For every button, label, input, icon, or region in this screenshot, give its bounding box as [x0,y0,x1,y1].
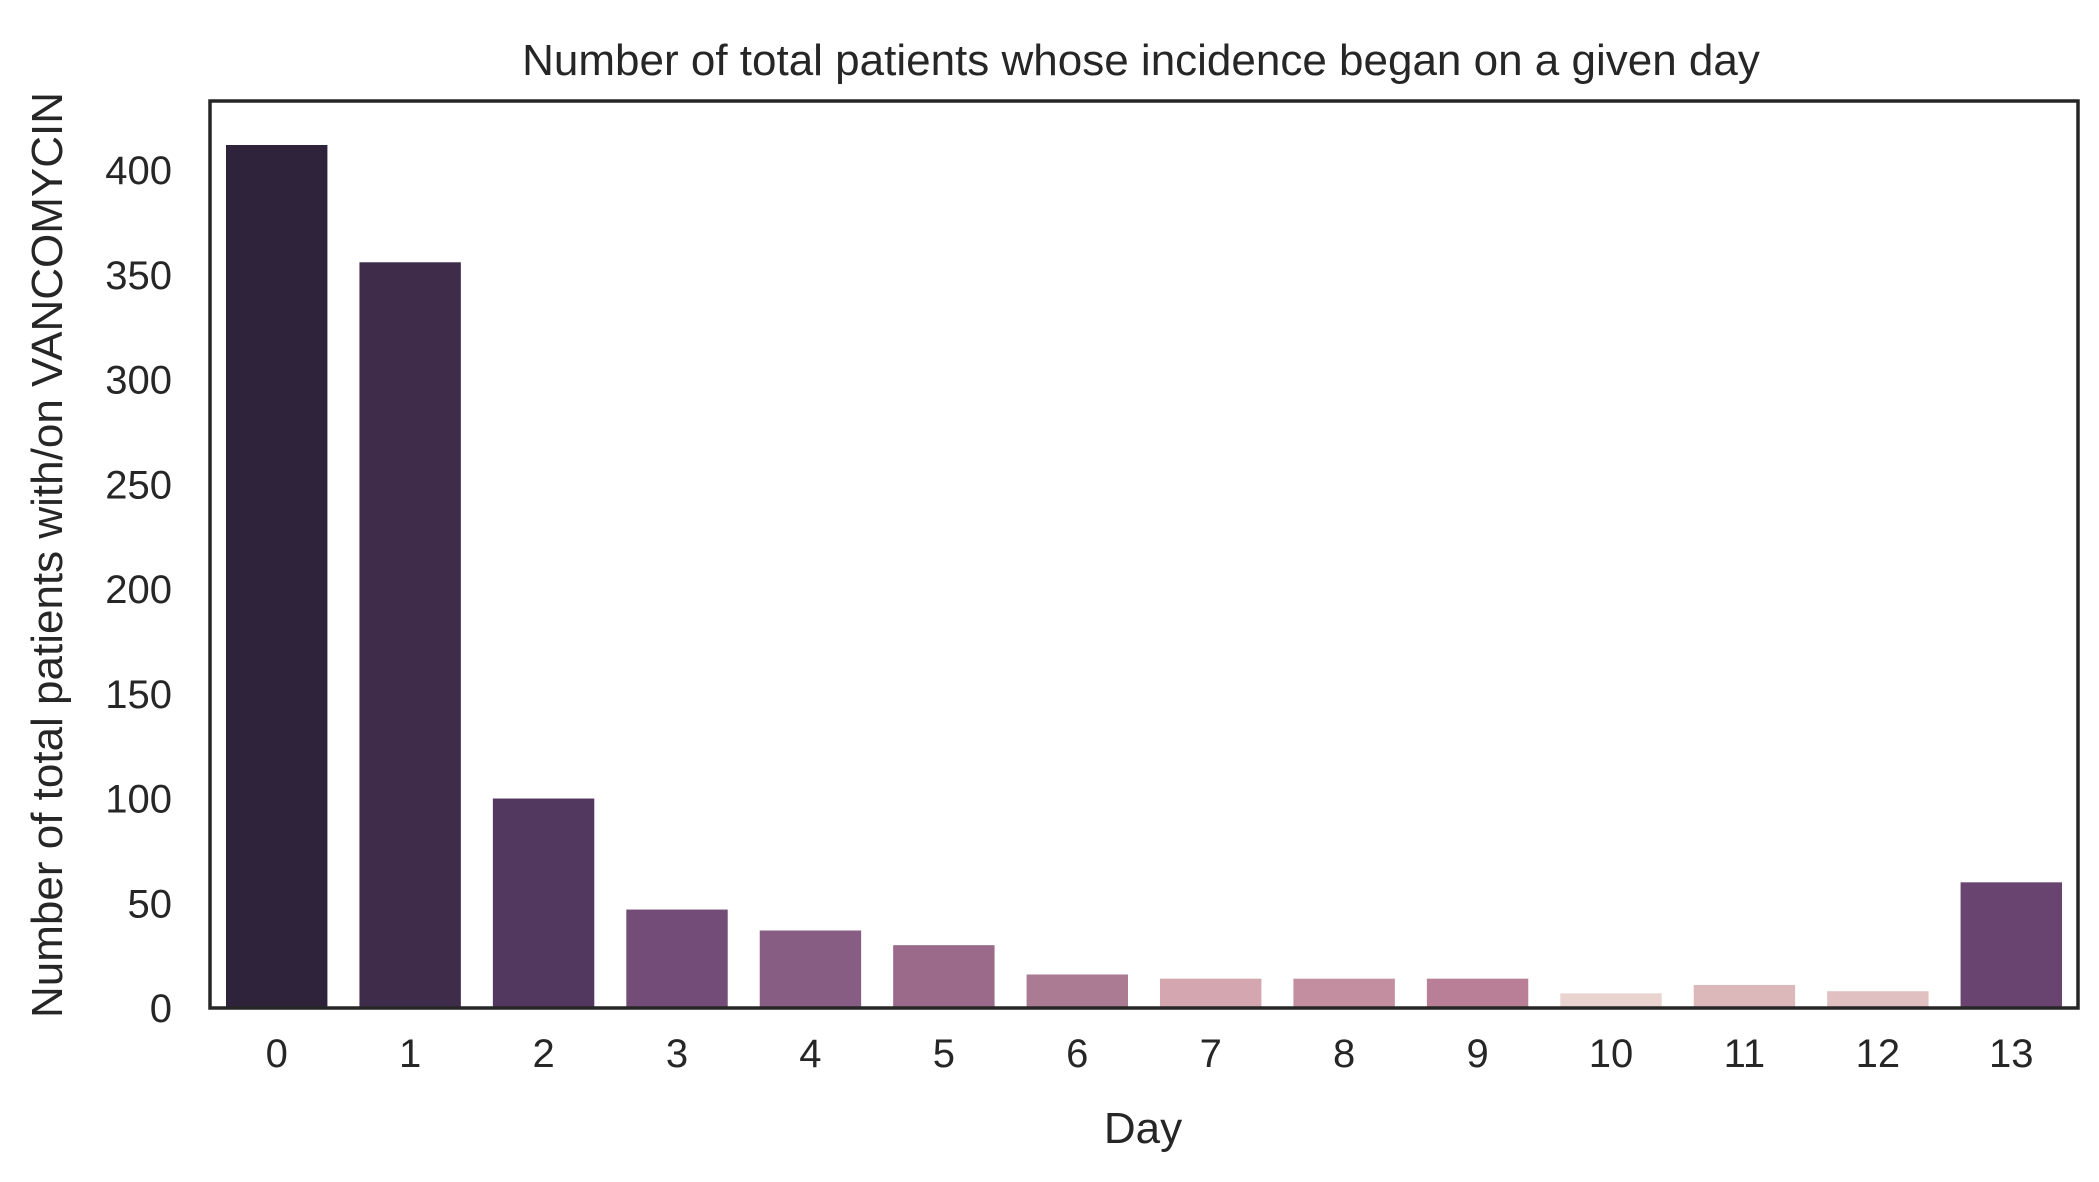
chart-title: Number of total patients whose incidence… [522,36,1760,85]
x-tick-label: 9 [1466,1032,1488,1076]
y-tick-label: 400 [105,149,172,193]
y-tick-label: 200 [105,568,172,612]
y-tick-label: 250 [105,463,172,507]
bar-day-11 [1693,984,1796,1008]
x-tick-label: 1 [399,1032,421,1076]
bar-day-5 [893,945,995,1008]
y-tick-label: 50 [128,882,173,926]
x-tick-label: 10 [1589,1032,1634,1076]
x-tick-labels: 0 1 2 3 4 5 6 7 8 9 10 11 12 13 [266,1032,2034,1076]
x-tick-label: 3 [666,1032,688,1076]
bars-group [226,144,2062,1009]
bar-day-13 [1960,882,2062,1008]
bar-day-4 [759,930,862,1008]
x-tick-label: 12 [1856,1032,1901,1076]
plot-frame [208,99,2080,1010]
bar-day-10 [1560,993,1662,1008]
bar-day-6 [1026,974,1128,1008]
y-tick-labels: 0 50 100 150 200 250 300 350 400 [105,149,172,1031]
bar-day-8 [1293,978,1395,1008]
y-tick-label: 300 [105,359,172,403]
x-tick-label: 13 [1989,1032,2034,1076]
x-tick-label: 4 [799,1032,821,1076]
x-tick-label: 2 [532,1032,554,1076]
x-tick-label: 7 [1200,1032,1222,1076]
y-tick-label: 100 [105,778,172,822]
bar-day-2 [492,798,595,1008]
y-tick-label: 150 [105,673,172,717]
bar-day-12 [1827,991,1929,1008]
x-tick-label: 6 [1066,1032,1088,1076]
y-tick-label: 350 [105,254,172,298]
x-tick-label: 5 [933,1032,955,1076]
bar-day-7 [1160,978,1262,1008]
bar-day-1 [359,262,461,1008]
x-tick-label: 8 [1333,1032,1355,1076]
bar-day-3 [626,909,728,1008]
bar-day-0 [226,144,328,1009]
x-tick-label: 0 [266,1032,288,1076]
x-tick-label: 11 [1724,1032,1766,1076]
y-tick-label: 0 [150,987,172,1031]
x-axis-label: Day [1104,1104,1182,1153]
y-axis-label: Number of total patients with/on VANCOMY… [23,92,72,1018]
bar-day-9 [1426,978,1529,1008]
